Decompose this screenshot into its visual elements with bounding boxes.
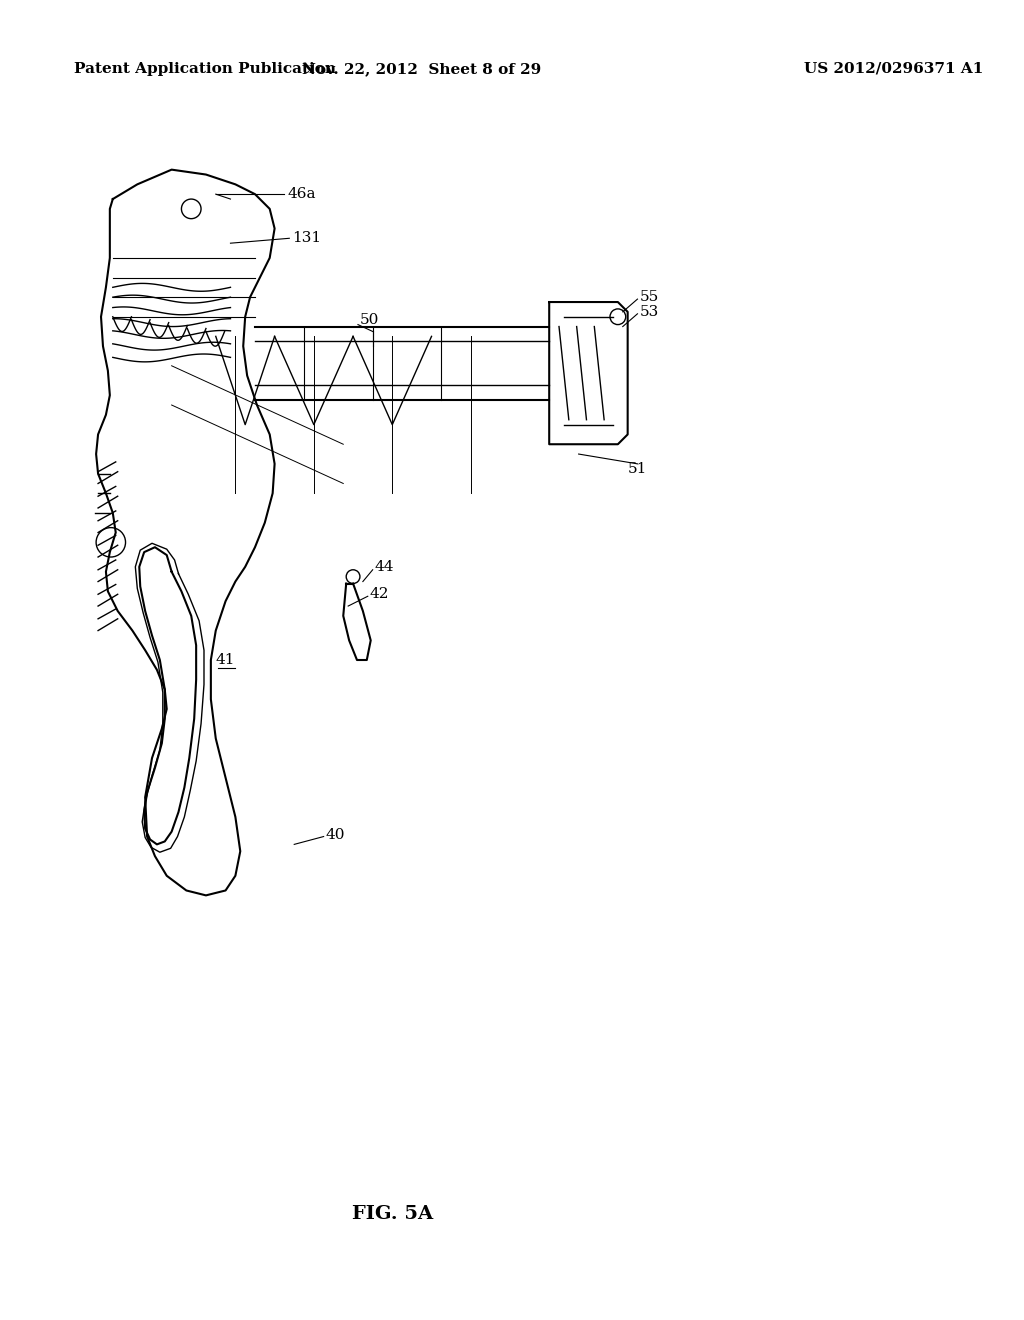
Text: US 2012/0296371 A1: US 2012/0296371 A1	[804, 62, 984, 75]
Text: FIG. 5A: FIG. 5A	[351, 1205, 433, 1224]
Text: 46a: 46a	[288, 187, 315, 201]
Text: 55: 55	[639, 290, 658, 304]
Text: 44: 44	[375, 560, 394, 574]
Text: 42: 42	[370, 587, 389, 602]
Text: 50: 50	[359, 313, 379, 326]
Text: 131: 131	[292, 231, 322, 246]
Text: Patent Application Publication: Patent Application Publication	[74, 62, 336, 75]
Text: 40: 40	[326, 828, 345, 842]
Text: 53: 53	[639, 305, 658, 319]
Text: 51: 51	[628, 462, 647, 475]
Text: 41: 41	[216, 653, 236, 667]
Text: Nov. 22, 2012  Sheet 8 of 29: Nov. 22, 2012 Sheet 8 of 29	[302, 62, 542, 75]
